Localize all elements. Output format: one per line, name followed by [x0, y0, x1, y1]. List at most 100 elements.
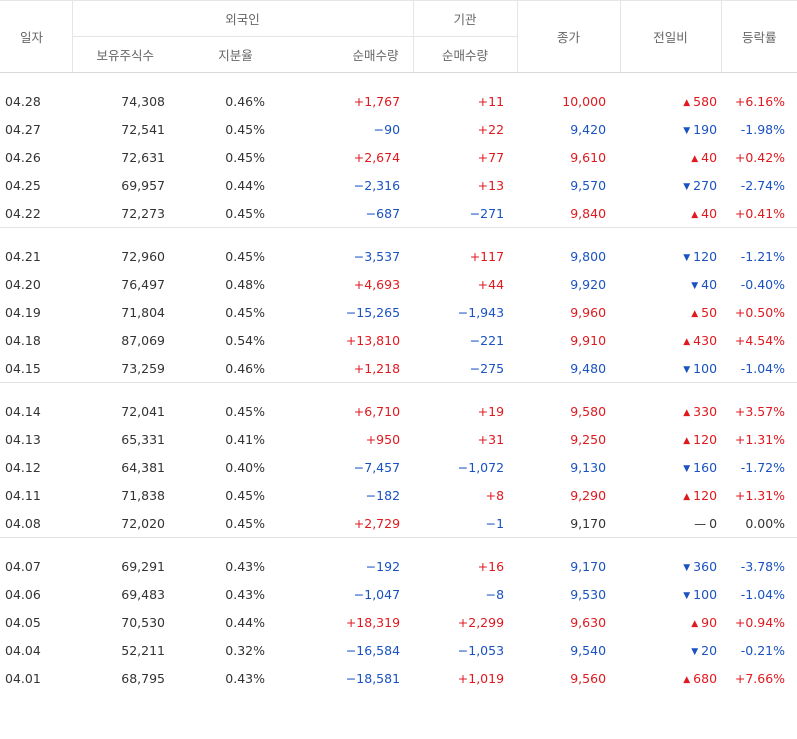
cell-inst-net: −221	[469, 332, 505, 348]
cell-date: 04.01	[5, 670, 41, 686]
triangle-down-icon: ▼	[683, 562, 691, 573]
header-inst-net: 순매수량	[412, 36, 518, 73]
cell-close: 9,540	[570, 642, 607, 658]
cell-close: 9,580	[570, 403, 607, 419]
change-value: 90	[701, 614, 718, 630]
table-row: 04.06 69,483 0.43% −1,047 −8 9,530 ▼ 100 -1.04%	[0, 580, 797, 608]
cell-close: 9,610	[570, 149, 607, 165]
cell-inst-net: +8	[485, 487, 505, 503]
cell-inst-net: +2,299	[457, 614, 505, 630]
cell-inst-net: +11	[477, 93, 505, 109]
cell-foreign-net: −90	[373, 121, 401, 137]
cell-change: ▼ 40	[620, 270, 721, 298]
table-row: 04.13 65,331 0.41% +950 +31 9,250 ▲ 120 +1.31%	[0, 425, 797, 453]
table-row: 04.07 69,291 0.43% −192 +16 9,170 ▼ 360 -3.78%	[0, 552, 797, 580]
header-change: 전일비	[619, 0, 722, 73]
table-row: 04.21 72,960 0.45% −3,537 +117 9,800 ▼ 120 -1.21…	[0, 242, 797, 270]
cell-date: 04.21	[5, 248, 41, 264]
cell-pct: +0.42%	[734, 149, 786, 165]
table-body: 04.28 74,308 0.46% +1,767 +11 10,000 ▲ 580 +6.16…	[0, 73, 797, 693]
cell-date: 04.22	[5, 205, 41, 221]
cell-date: 04.19	[5, 304, 41, 320]
cell-inst-net: −1,053	[457, 642, 505, 658]
triangle-down-icon: ▼	[683, 181, 691, 192]
cell-pct: -1.04%	[740, 586, 786, 602]
cell-ratio: 0.48%	[225, 276, 265, 292]
cell-change: ▼ 190	[620, 115, 721, 143]
table-row: 04.20 76,497 0.48% +4,693 +44 9,920 ▼ 40 -0.40%	[0, 270, 797, 298]
table-row: 04.22 72,273 0.45% −687 −271 9,840 ▲ 40 +0.41%	[0, 199, 797, 228]
cell-pct: +0.50%	[734, 304, 786, 320]
cell-pct: +0.41%	[734, 205, 786, 221]
cell-close: 9,960	[570, 304, 607, 320]
triangle-down-icon: ▼	[683, 463, 691, 474]
cell-pct: -1.72%	[740, 459, 786, 475]
header-date: 일자	[0, 0, 72, 73]
header-pct: 등락률	[720, 0, 797, 73]
change-value: 270	[693, 177, 718, 193]
cell-change: ▲ 680	[620, 664, 721, 692]
cell-foreign-net: +13,810	[345, 332, 401, 348]
cell-change: ▼ 120	[620, 242, 721, 270]
cell-pct: -0.21%	[740, 642, 786, 658]
cell-date: 04.07	[5, 558, 41, 574]
investor-trading-table-container: 일자 외국인 기관 종가 전일비 등락률 보유주식수 지분율 순매수량 순매수량…	[0, 0, 797, 693]
cell-inst-net: +44	[477, 276, 505, 292]
change-value: 20	[701, 642, 718, 658]
cell-inst-net: −275	[469, 360, 505, 376]
cell-close: 9,420	[570, 121, 607, 137]
change-value: 40	[701, 205, 718, 221]
cell-holdings: 72,273	[121, 205, 165, 221]
table-row: 04.05 70,530 0.44% +18,319 +2,299 9,630 ▲ 90 +0.…	[0, 608, 797, 636]
cell-foreign-net: +950	[365, 431, 401, 447]
cell-pct: -3.78%	[740, 558, 786, 574]
table-row: 04.04 52,211 0.32% −16,584 −1,053 9,540 ▼ 20 -0.…	[0, 636, 797, 664]
change-value: 190	[693, 121, 718, 137]
triangle-down-icon: ▼	[683, 125, 691, 136]
cell-change: ▼ 360	[620, 552, 721, 580]
cell-date: 04.18	[5, 332, 41, 348]
change-value: 0	[709, 515, 718, 531]
cell-close: 9,130	[570, 459, 607, 475]
cell-date: 04.27	[5, 121, 41, 137]
cell-holdings: 74,308	[121, 93, 165, 109]
cell-inst-net: +77	[477, 149, 505, 165]
cell-foreign-net: −192	[365, 558, 401, 574]
cell-ratio: 0.45%	[225, 205, 265, 221]
cell-ratio: 0.43%	[225, 558, 265, 574]
cell-holdings: 69,957	[121, 177, 165, 193]
cell-ratio: 0.43%	[225, 670, 265, 686]
cell-foreign-net: +4,693	[353, 276, 401, 292]
header-institution: 기관	[412, 0, 518, 37]
cell-date: 04.06	[5, 586, 41, 602]
group-spacer	[0, 383, 797, 397]
cell-holdings: 72,541	[121, 121, 165, 137]
cell-foreign-net: +2,729	[353, 515, 401, 531]
change-value: 120	[693, 487, 718, 503]
cell-pct: +1.31%	[734, 487, 786, 503]
triangle-up-icon: ▲	[691, 618, 699, 629]
change-value: 40	[701, 149, 718, 165]
cell-date: 04.28	[5, 93, 41, 109]
cell-change: ▲ 40	[620, 143, 721, 171]
cell-ratio: 0.46%	[225, 93, 265, 109]
cell-change: ▲ 430	[620, 326, 721, 354]
cell-change: ▲ 580	[620, 87, 721, 115]
cell-close: 9,560	[570, 670, 607, 686]
cell-foreign-net: +1,218	[353, 360, 401, 376]
table-row: 04.11 71,838 0.45% −182 +8 9,290 ▲ 120 +1.31%	[0, 481, 797, 509]
cell-close: 9,800	[570, 248, 607, 264]
cell-date: 04.25	[5, 177, 41, 193]
cell-change: ▲ 40	[620, 199, 721, 228]
cell-close: 9,630	[570, 614, 607, 630]
triangle-down-icon: ▼	[691, 280, 699, 291]
cell-foreign-net: −687	[365, 205, 401, 221]
group-spacer	[0, 73, 797, 88]
cell-date: 04.11	[5, 487, 41, 503]
change-value: 360	[693, 558, 718, 574]
cell-holdings: 65,331	[121, 431, 165, 447]
cell-change: ▼ 100	[620, 580, 721, 608]
cell-foreign-net: −7,457	[353, 459, 401, 475]
dash-icon: —	[694, 516, 707, 531]
header-ratio: 지분율	[178, 36, 293, 73]
